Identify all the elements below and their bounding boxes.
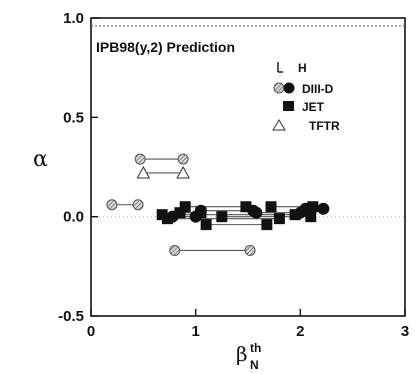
svg-text:th: th [250,341,261,355]
data-point-circle-hatched [132,199,144,211]
plot-frame [90,17,406,317]
legend-label-diiid: DIII-D [302,82,334,96]
data-point-square-filled [289,209,301,221]
legend-title: H [298,61,307,75]
y-tick-label: -0.5 [58,308,84,325]
annotation-label: IPB98(y,2) Prediction [96,39,235,55]
data-point-square-filled [200,219,212,231]
legend: H DIII-D JET TFTR [272,61,340,133]
y-tick-label: 0.0 [63,209,84,226]
data-point-triangle-open [136,165,151,179]
data-point-square-filled [216,211,228,223]
data-point-circle-hatched [169,244,181,256]
data-point-square-filled [195,207,207,219]
data-point-circle-filled [250,206,263,219]
data-point-square-filled [307,201,319,213]
data-point-square-filled [174,207,186,219]
data-point-circle-hatched [177,153,189,165]
x-tick-label: 2 [296,323,304,340]
y-tick-label: 0.5 [63,109,84,126]
data-point-square-filled [305,211,317,223]
data-point-circle-hatched [134,153,146,165]
data-point-circle-hatched [244,244,256,256]
x-tick-label: 0 [87,323,95,340]
data-point-square-filled [261,219,273,231]
x-tick-label: 1 [191,323,199,340]
legend-marker-tftr [272,119,286,131]
legend-label-tftr: TFTR [309,119,340,133]
y-axis-label: α [33,147,48,172]
x-axis-label: β th N [236,341,261,372]
data-point-square-filled [161,213,173,225]
svg-text:β: β [236,342,248,366]
legend-marker-jet [283,101,294,111]
legend-label-jet: JET [302,100,325,114]
y-tick-label: 1.0 [63,10,84,27]
data-point-square-filled [273,213,285,225]
data-point-square-filled [179,201,191,213]
data-point-triangle-open [176,165,190,179]
legend-marker-diiid [283,82,295,94]
data-point-circle-hatched [106,199,118,211]
data-point-square-filled [265,201,277,213]
legend-marker-hatched [273,82,285,94]
x-tick-label: 3 [401,323,409,340]
legend-h-marker [277,62,283,73]
data-point-circle-filled [317,202,330,215]
data-point-square-filled [240,201,252,213]
svg-text:N: N [250,358,259,372]
